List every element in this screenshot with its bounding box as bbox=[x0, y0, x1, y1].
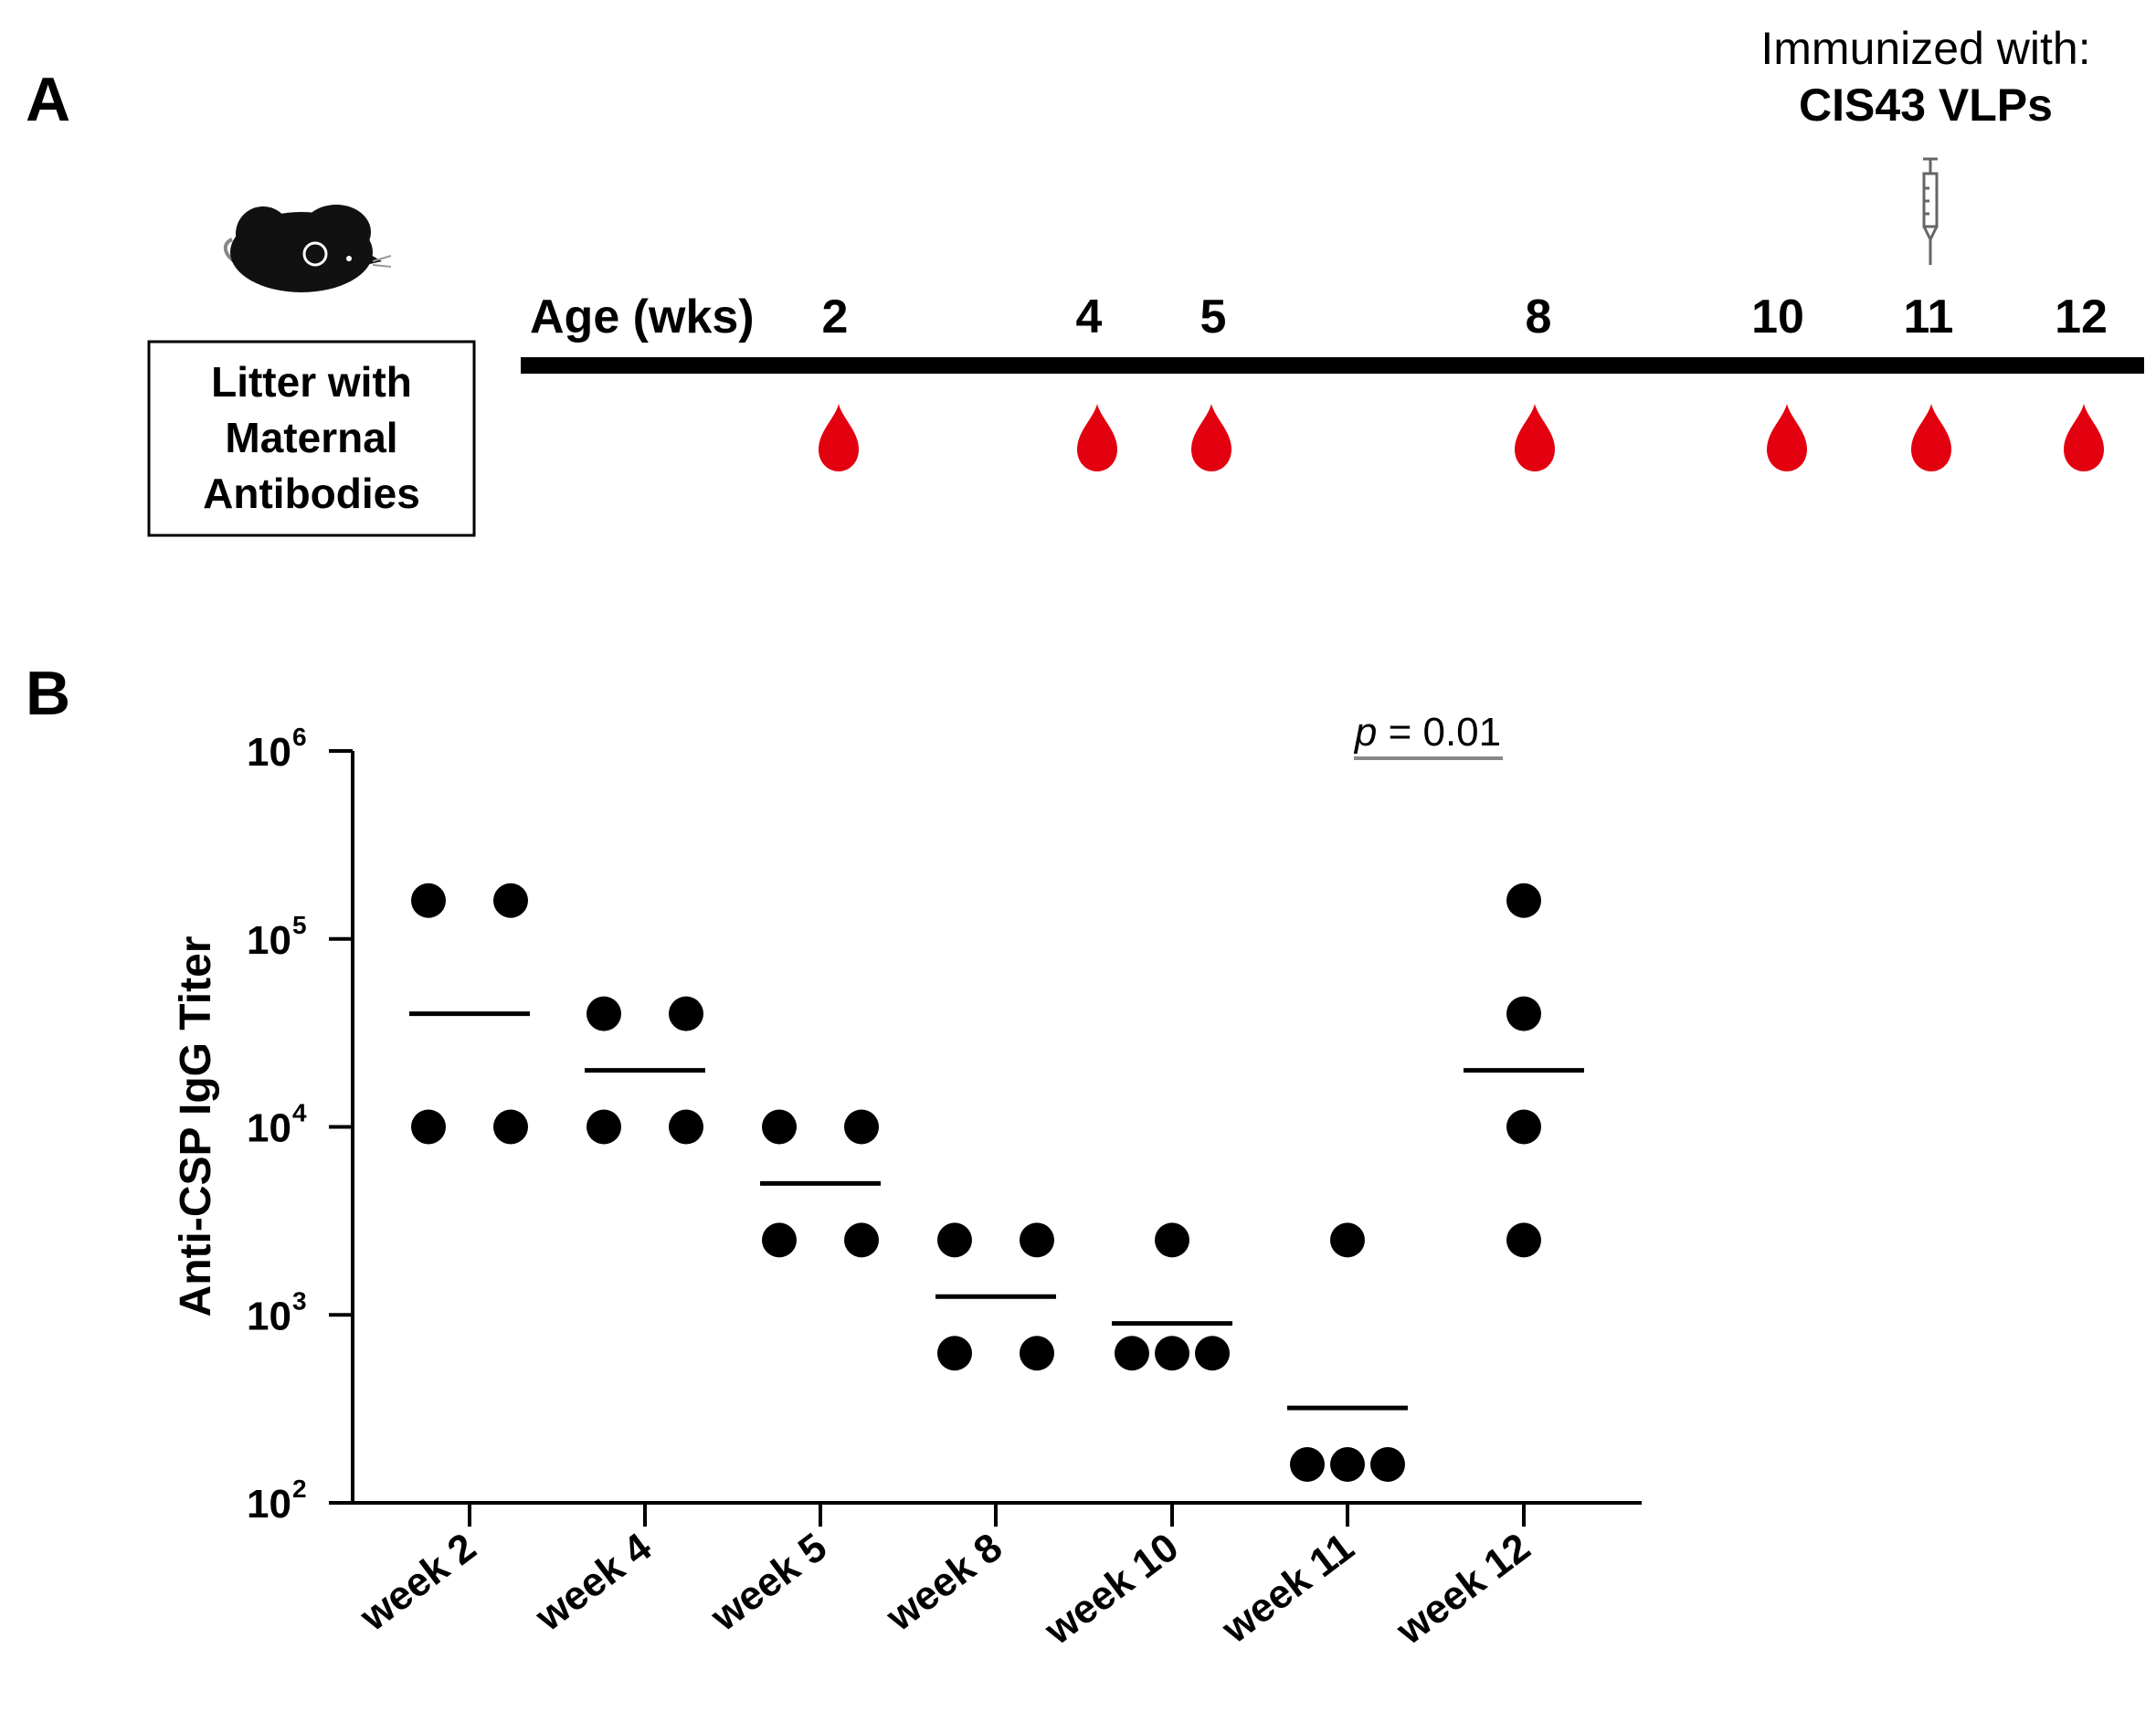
timeline-week-10: 10 bbox=[1751, 291, 1804, 344]
blood-drop-icon bbox=[1191, 404, 1231, 471]
syringe-icon bbox=[1922, 157, 1939, 265]
y-tick-exponent: 5 bbox=[292, 911, 307, 939]
x-tick-label: week 12 bbox=[1388, 1525, 1538, 1654]
data-point bbox=[937, 1336, 972, 1371]
data-point bbox=[669, 1109, 703, 1145]
data-point bbox=[762, 1222, 797, 1258]
x-tick-label: week 10 bbox=[1036, 1525, 1187, 1654]
panel-b-label: B bbox=[26, 659, 70, 728]
data-point bbox=[1195, 1336, 1230, 1371]
timeline-week-11: 11 bbox=[1904, 291, 1954, 344]
data-point bbox=[1020, 1222, 1054, 1258]
data-point bbox=[587, 996, 621, 1031]
timeline-week-labels: 2 4 5 8 10 11 12 bbox=[822, 291, 2108, 344]
data-point bbox=[762, 1109, 797, 1145]
immunized-agent: CIS43 VLPs bbox=[1799, 79, 2053, 131]
blood-drops bbox=[819, 404, 2104, 471]
blood-drop-icon bbox=[1767, 404, 1807, 471]
data-point bbox=[844, 1109, 879, 1145]
blood-drop-icon bbox=[1515, 404, 1555, 471]
box-line-3: Antibodies bbox=[203, 470, 420, 517]
data-point bbox=[1330, 1222, 1365, 1258]
timeline-week-2: 2 bbox=[822, 291, 849, 344]
x-tick-label: week 2 bbox=[351, 1525, 484, 1641]
p-value-annotation: p = 0.01 bbox=[1353, 710, 1503, 760]
x-tick-label: week 11 bbox=[1213, 1525, 1362, 1653]
data-point bbox=[1370, 1447, 1405, 1483]
data-point bbox=[1506, 996, 1541, 1031]
y-tick-exponent: 2 bbox=[292, 1475, 307, 1503]
timeline-week-4: 4 bbox=[1076, 291, 1103, 344]
litter-box: Litter with Maternal Antibodies bbox=[147, 340, 476, 537]
x-tick-label: week 8 bbox=[877, 1525, 1010, 1641]
data-point bbox=[1290, 1447, 1325, 1483]
timeline-week-8: 8 bbox=[1526, 291, 1552, 344]
immunized-label: Immunized with: bbox=[1760, 23, 2090, 74]
blood-drop-icon bbox=[2064, 404, 2104, 471]
y-tick-exponent: 6 bbox=[292, 723, 307, 751]
data-point bbox=[1330, 1447, 1365, 1483]
data-point bbox=[844, 1222, 879, 1258]
median-lines bbox=[409, 1011, 1584, 1411]
data-point bbox=[1155, 1222, 1189, 1258]
y-tick-base: 10 bbox=[247, 918, 291, 963]
y-tick-exponent: 3 bbox=[292, 1286, 307, 1315]
x-tick-label: week 4 bbox=[526, 1525, 660, 1641]
y-tick-base: 10 bbox=[247, 730, 291, 775]
data-point bbox=[1506, 1109, 1541, 1145]
p-symbol: p bbox=[1353, 710, 1377, 755]
age-label: Age (wks) bbox=[530, 291, 755, 344]
blood-drop-icon bbox=[1911, 404, 1951, 471]
data-point bbox=[411, 883, 446, 918]
y-tick-base: 10 bbox=[247, 1482, 291, 1527]
x-ticks: week 2 week 4 week 5 week 8 week 10 week 11 we… bbox=[351, 1503, 1538, 1654]
blood-drop-icon bbox=[819, 404, 859, 471]
data-point bbox=[493, 1109, 528, 1145]
panel-a-label: A bbox=[26, 65, 70, 134]
data-points bbox=[411, 883, 1541, 1483]
x-tick-label: week 5 bbox=[702, 1525, 835, 1641]
data-point bbox=[1155, 1336, 1189, 1371]
y-tick-base: 10 bbox=[247, 1294, 291, 1338]
data-point bbox=[1020, 1336, 1054, 1371]
blood-drop-icon bbox=[1077, 404, 1117, 471]
y-tick-base: 10 bbox=[247, 1106, 291, 1151]
data-point bbox=[587, 1109, 621, 1145]
data-point bbox=[411, 1109, 446, 1145]
timeline-week-12: 12 bbox=[2055, 291, 2108, 344]
data-point bbox=[669, 996, 703, 1031]
timeline-week-5: 5 bbox=[1200, 291, 1227, 344]
p-value-text: = 0.01 bbox=[1377, 710, 1501, 755]
data-point bbox=[1506, 1222, 1541, 1258]
data-point bbox=[493, 883, 528, 918]
data-point bbox=[937, 1222, 972, 1258]
y-tick-exponent: 4 bbox=[292, 1099, 307, 1127]
data-point bbox=[1506, 883, 1541, 918]
y-axis-label: Anti-CSP IgG Titer bbox=[172, 936, 220, 1317]
mouse-icon bbox=[223, 205, 392, 292]
box-line-1: Litter with bbox=[211, 358, 412, 406]
box-line-2: Maternal bbox=[225, 414, 397, 461]
timeline-bar bbox=[521, 357, 2144, 374]
svg-text:p = 0.01: p = 0.01 bbox=[1353, 710, 1501, 755]
data-point bbox=[1115, 1336, 1149, 1371]
